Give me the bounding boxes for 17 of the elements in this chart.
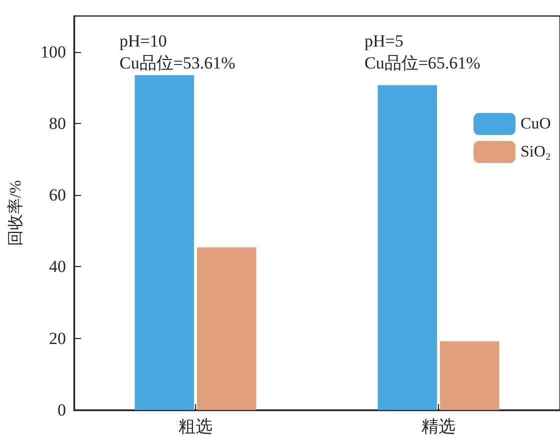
y-tick-label: 100 — [40, 42, 66, 62]
y-tick-label: 40 — [49, 257, 66, 276]
y-tick-label: 80 — [49, 114, 66, 133]
y-tick-label: 20 — [49, 328, 66, 348]
x-tick-label: 精选 — [422, 417, 456, 436]
bar — [196, 247, 256, 410]
annotation: pH=10 Cu品位=53.61% — [120, 32, 236, 72]
y-tick-label: 60 — [49, 186, 66, 205]
legend-label: SiO₂ — [520, 144, 552, 160]
bar — [378, 85, 438, 410]
y-axis-title: 回收率/% — [6, 180, 24, 246]
y-tick-label: 0 — [58, 400, 66, 420]
bar — [134, 75, 194, 410]
x-tick-label: 粗选 — [178, 417, 212, 436]
bar — [440, 341, 500, 410]
legend-label: CuO — [520, 116, 551, 132]
annotation: pH=5 Cu品位=65.61% — [364, 32, 480, 72]
